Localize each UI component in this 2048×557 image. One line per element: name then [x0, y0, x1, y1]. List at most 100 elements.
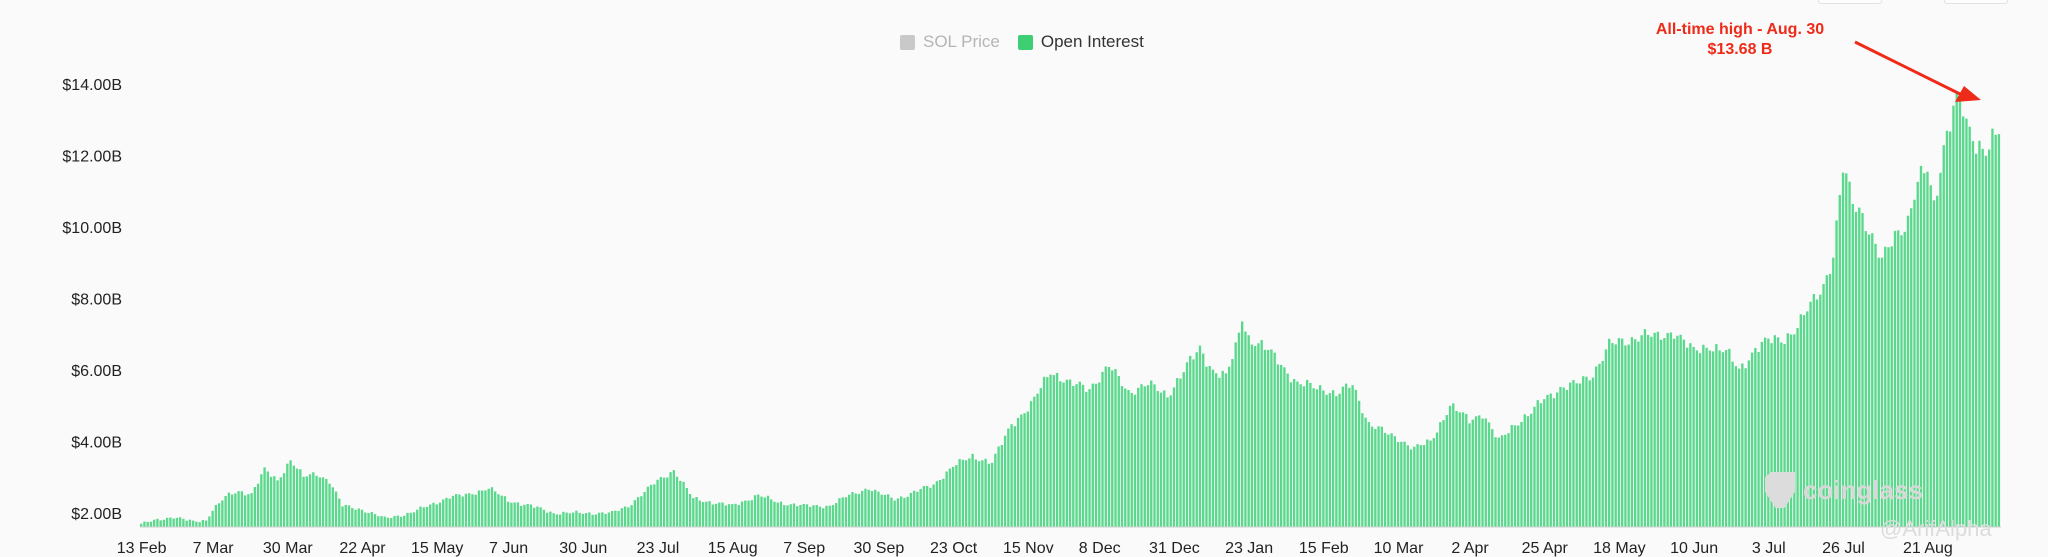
bar — [1361, 413, 1364, 527]
bar — [1835, 220, 1838, 528]
bar — [1176, 378, 1179, 527]
bar — [328, 483, 331, 527]
bar — [1841, 172, 1845, 527]
x-tick-label: 18 May — [1593, 540, 1645, 557]
bar — [809, 506, 812, 527]
bar — [1526, 416, 1530, 527]
bar — [474, 494, 477, 527]
bar — [497, 494, 500, 527]
bar — [1205, 366, 1208, 527]
bar — [1016, 417, 1020, 527]
bar — [1689, 343, 1692, 527]
bar — [958, 458, 961, 527]
bar — [1172, 387, 1176, 527]
bar — [1013, 426, 1017, 527]
bar — [721, 502, 724, 527]
bar — [568, 513, 572, 527]
bar — [796, 506, 799, 527]
legend-item-open-interest[interactable]: Open Interest — [1017, 32, 1144, 52]
bar — [1169, 395, 1172, 527]
bar — [1666, 333, 1669, 527]
bar — [295, 468, 299, 527]
bar — [347, 505, 351, 527]
toolbar-button-left[interactable] — [1818, 0, 1882, 4]
bar — [195, 521, 198, 527]
bar — [432, 502, 435, 527]
bar — [597, 512, 601, 527]
bar — [1377, 426, 1380, 527]
bar — [1101, 371, 1104, 527]
bar — [864, 488, 867, 527]
bar — [1309, 382, 1312, 527]
bar — [370, 512, 373, 527]
bar — [630, 505, 633, 527]
bar — [1182, 372, 1185, 527]
bar — [253, 487, 257, 527]
bar — [500, 495, 503, 527]
bar — [1656, 331, 1660, 527]
bar — [273, 476, 276, 527]
bar — [1325, 394, 1328, 527]
bar — [1893, 230, 1897, 527]
bar — [877, 491, 880, 527]
bar — [1312, 388, 1315, 527]
bar — [1614, 344, 1617, 527]
bar — [1305, 379, 1309, 527]
bar — [1643, 329, 1647, 527]
bar — [1793, 334, 1796, 527]
bar — [1627, 344, 1630, 527]
bar — [1198, 345, 1202, 527]
bar — [1195, 352, 1198, 527]
legend-item-sol-price[interactable]: SOL Price — [900, 32, 1000, 52]
bar — [360, 509, 364, 527]
bar — [481, 490, 484, 527]
bar — [844, 497, 848, 527]
bar — [305, 476, 308, 527]
bar — [614, 510, 617, 527]
y-tick-label: $8.00B — [71, 292, 122, 309]
bar — [753, 495, 757, 527]
ath-annotation-title: All-time high - Aug. 30 — [1655, 21, 1825, 38]
bar — [1513, 425, 1517, 527]
bar — [1543, 399, 1546, 527]
bar — [1059, 381, 1062, 527]
bar — [1617, 338, 1621, 527]
toolbar-button-right[interactable] — [1944, 0, 2008, 4]
bar — [523, 504, 526, 527]
bar — [1127, 390, 1130, 527]
bar — [302, 476, 305, 527]
bar — [1945, 130, 1949, 527]
bar — [1523, 414, 1526, 527]
bar — [331, 487, 334, 527]
bar — [1695, 350, 1699, 527]
bar — [675, 476, 679, 527]
bar — [1351, 385, 1354, 527]
bar — [1962, 116, 1965, 527]
bar — [1711, 351, 1715, 527]
bar — [315, 475, 318, 527]
bar — [750, 500, 753, 527]
bar — [1279, 364, 1283, 527]
x-tick-label: 25 Apr — [1522, 540, 1569, 557]
bar — [1114, 369, 1117, 527]
bar — [312, 472, 315, 527]
bar — [552, 513, 555, 527]
bar — [1487, 422, 1491, 527]
bar — [1439, 422, 1442, 527]
bar — [1757, 351, 1760, 527]
bar — [883, 494, 887, 527]
bar — [237, 491, 240, 527]
bar — [425, 506, 429, 527]
bar — [1828, 273, 1832, 527]
bar — [961, 459, 965, 527]
bar — [1276, 364, 1280, 527]
bar — [286, 463, 289, 527]
bar — [1000, 445, 1004, 527]
bar — [477, 490, 481, 527]
bar — [165, 517, 169, 527]
bar — [906, 496, 909, 527]
bar — [1754, 347, 1757, 527]
bar — [1897, 230, 1900, 527]
bar — [1409, 449, 1413, 527]
bar — [451, 495, 455, 527]
